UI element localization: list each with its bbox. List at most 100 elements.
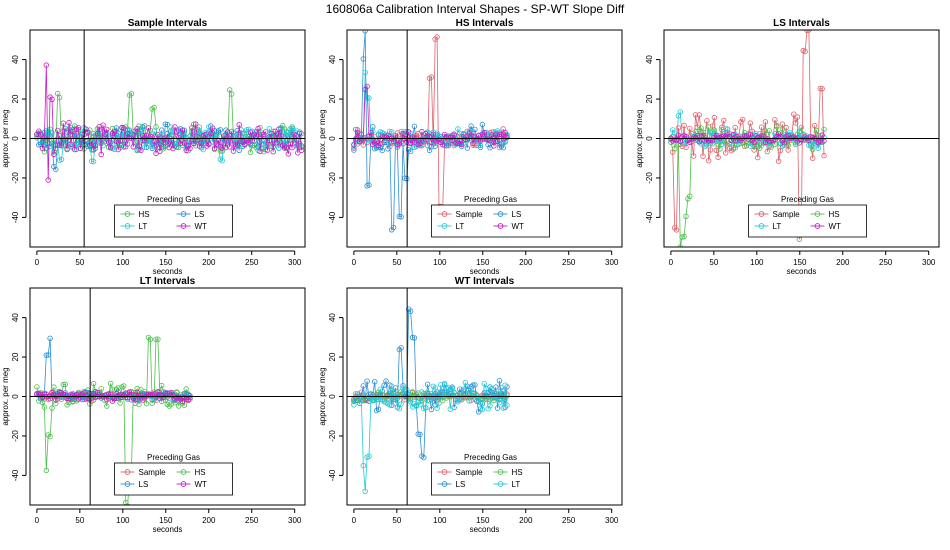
- series-line: [670, 110, 825, 150]
- data-point: [696, 139, 702, 145]
- data-point: [409, 390, 416, 396]
- data-point: [132, 139, 138, 145]
- data-point: [107, 145, 114, 151]
- data-point: [728, 144, 735, 150]
- x-axis-label: seconds: [153, 525, 183, 534]
- data-point: [406, 390, 412, 396]
- data-point: [358, 398, 365, 404]
- data-point: [58, 156, 65, 163]
- data-point: [43, 62, 49, 68]
- legend-item-wt: WT: [176, 222, 207, 231]
- y-tick-label: -40: [11, 211, 20, 223]
- data-point: [285, 134, 291, 140]
- plot-frame: [29, 29, 306, 248]
- data-point: [449, 137, 455, 143]
- data-point: [774, 124, 780, 130]
- x-tick-label: 250: [245, 258, 259, 267]
- data-point: [228, 91, 235, 97]
- data-point: [104, 403, 110, 409]
- data-point: [398, 139, 404, 145]
- data-point: [428, 406, 435, 413]
- data-point: [206, 141, 212, 148]
- data-point: [390, 224, 397, 231]
- legend-box: [114, 204, 233, 238]
- x-tick-label: 300: [605, 516, 619, 525]
- data-point: [462, 380, 469, 386]
- data-point: [70, 128, 76, 135]
- data-point: [287, 140, 293, 146]
- data-point: [777, 147, 784, 154]
- x-tick-label: 150: [476, 258, 490, 267]
- legend-title: Preceding Gas: [781, 195, 834, 204]
- x-axis: 0 50 100 150 200 250 300 seconds: [35, 508, 302, 534]
- legend-label: LT: [139, 222, 148, 231]
- legend: Preceding Gas Sample LS LT WT: [431, 195, 550, 238]
- data-point: [673, 227, 680, 233]
- legend-title: Preceding Gas: [464, 195, 517, 204]
- data-point: [125, 503, 131, 505]
- data-point: [360, 56, 366, 62]
- data-point: [502, 382, 508, 388]
- data-point: [491, 143, 497, 149]
- data-point: [157, 148, 163, 154]
- data-point: [466, 398, 472, 404]
- data-point: [717, 146, 723, 152]
- y-tick-label: -40: [328, 469, 337, 481]
- y-axis: -40 -20 0 20 40 approx. per meg: [635, 55, 661, 223]
- data-point: [164, 130, 170, 137]
- data-point: [481, 129, 487, 136]
- x-tick-label: 150: [476, 516, 490, 525]
- data-point: [375, 396, 382, 403]
- data-point: [200, 146, 206, 153]
- y-axis: -40 -20 0 20 40 approx. per meg: [1, 313, 27, 481]
- legend-box: [431, 204, 550, 238]
- data-point: [728, 137, 735, 143]
- figure-title: 160806a Calibration Interval Shapes - SP…: [326, 2, 625, 16]
- data-point: [155, 336, 161, 342]
- data-point: [396, 406, 402, 412]
- data-point: [53, 166, 59, 173]
- data-point: [375, 142, 382, 149]
- data-point: [470, 140, 476, 146]
- data-point: [162, 140, 169, 146]
- data-point: [134, 126, 140, 132]
- legend-item-ls: LS: [120, 480, 148, 489]
- data-point: [432, 385, 438, 391]
- data-point: [53, 400, 59, 407]
- data-point: [400, 130, 406, 137]
- data-point: [707, 147, 714, 153]
- panel-title: LT Intervals: [140, 276, 196, 287]
- data-point: [141, 144, 148, 150]
- data-point: [751, 139, 757, 145]
- data-point: [209, 125, 216, 131]
- data-point: [762, 128, 769, 134]
- data-point: [493, 132, 499, 138]
- data-point: [696, 112, 702, 118]
- data-point: [681, 122, 687, 129]
- data-point: [392, 400, 399, 406]
- data-point: [192, 121, 199, 127]
- plot-area: [664, 30, 939, 247]
- data-point: [719, 141, 725, 147]
- data-point: [819, 86, 825, 92]
- x-tick-label: 300: [605, 258, 619, 267]
- data-point: [764, 148, 770, 155]
- x-tick-label: 200: [519, 258, 533, 267]
- data-point: [179, 127, 186, 133]
- data-point: [362, 69, 368, 76]
- y-tick-label: 40: [328, 55, 337, 64]
- data-point: [785, 142, 791, 148]
- plot-area: [347, 288, 622, 505]
- y-axis: -40 -20 0 20 40 approx. per meg: [318, 55, 344, 223]
- data-point: [111, 129, 118, 135]
- data-point: [677, 244, 683, 247]
- data-point: [700, 153, 706, 159]
- data-point: [41, 404, 48, 410]
- data-point: [39, 145, 46, 152]
- plot-frame: [346, 287, 623, 506]
- y-axis-label: approx. per meg: [318, 367, 327, 425]
- data-point: [360, 383, 366, 389]
- data-point: [781, 140, 787, 146]
- data-point: [202, 132, 208, 138]
